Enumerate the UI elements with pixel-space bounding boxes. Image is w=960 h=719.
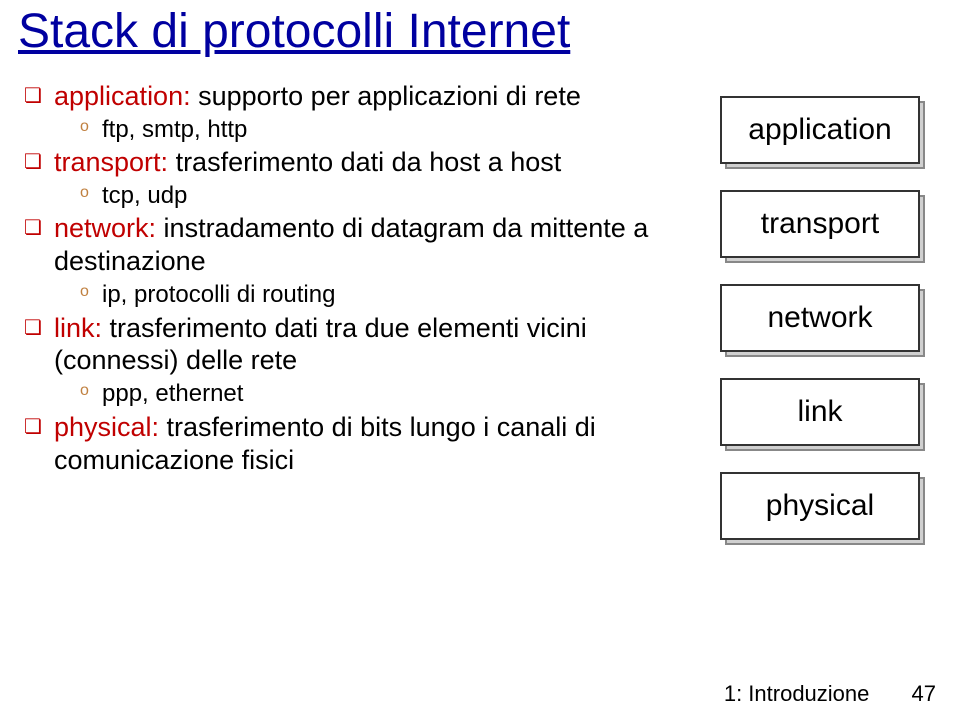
bullet-label: transport: <box>54 147 168 177</box>
bullet-link: link: trasferimento dati tra due element… <box>24 312 664 378</box>
bullet-label: application: <box>54 81 191 111</box>
bullet-application: application: supporto per applicazioni d… <box>24 80 664 113</box>
layer-box: link <box>720 378 920 446</box>
bullet-network: network: instradamento di datagram da mi… <box>24 212 664 278</box>
stack-layer-physical: physical <box>720 472 920 540</box>
stack-layer-application: application <box>720 96 920 164</box>
protocol-stack: application transport network link physi… <box>720 96 920 566</box>
page-title: Stack di protocolli Internet <box>18 4 570 59</box>
bullet-sub: ppp, ethernet <box>24 379 664 408</box>
bullet-label: network: <box>54 213 156 243</box>
bullet-desc: trasferimento dati da host a host <box>168 147 561 177</box>
bullet-sub: ip, protocolli di routing <box>24 280 664 309</box>
footer-text: 1: Introduzione <box>724 681 870 706</box>
bullet-list: application: supporto per applicazioni d… <box>24 80 664 479</box>
page-number: 47 <box>912 681 936 707</box>
slide: Stack di protocolli Internet application… <box>0 0 960 719</box>
stack-layer-transport: transport <box>720 190 920 258</box>
bullet-transport: transport: trasferimento dati da host a … <box>24 146 664 179</box>
stack-layer-link: link <box>720 378 920 446</box>
layer-box: application <box>720 96 920 164</box>
bullet-physical: physical: trasferimento di bits lungo i … <box>24 411 664 477</box>
bullet-label: link: <box>54 313 102 343</box>
footer: 1: Introduzione 47 <box>724 681 936 707</box>
bullet-desc: supporto per applicazioni di rete <box>191 81 581 111</box>
bullet-desc: trasferimento dati tra due elementi vici… <box>54 313 587 376</box>
layer-box: network <box>720 284 920 352</box>
stack-layer-network: network <box>720 284 920 352</box>
layer-box: physical <box>720 472 920 540</box>
bullet-sub: tcp, udp <box>24 181 664 210</box>
bullet-label: physical: <box>54 412 159 442</box>
layer-box: transport <box>720 190 920 258</box>
bullet-sub: ftp, smtp, http <box>24 115 664 144</box>
